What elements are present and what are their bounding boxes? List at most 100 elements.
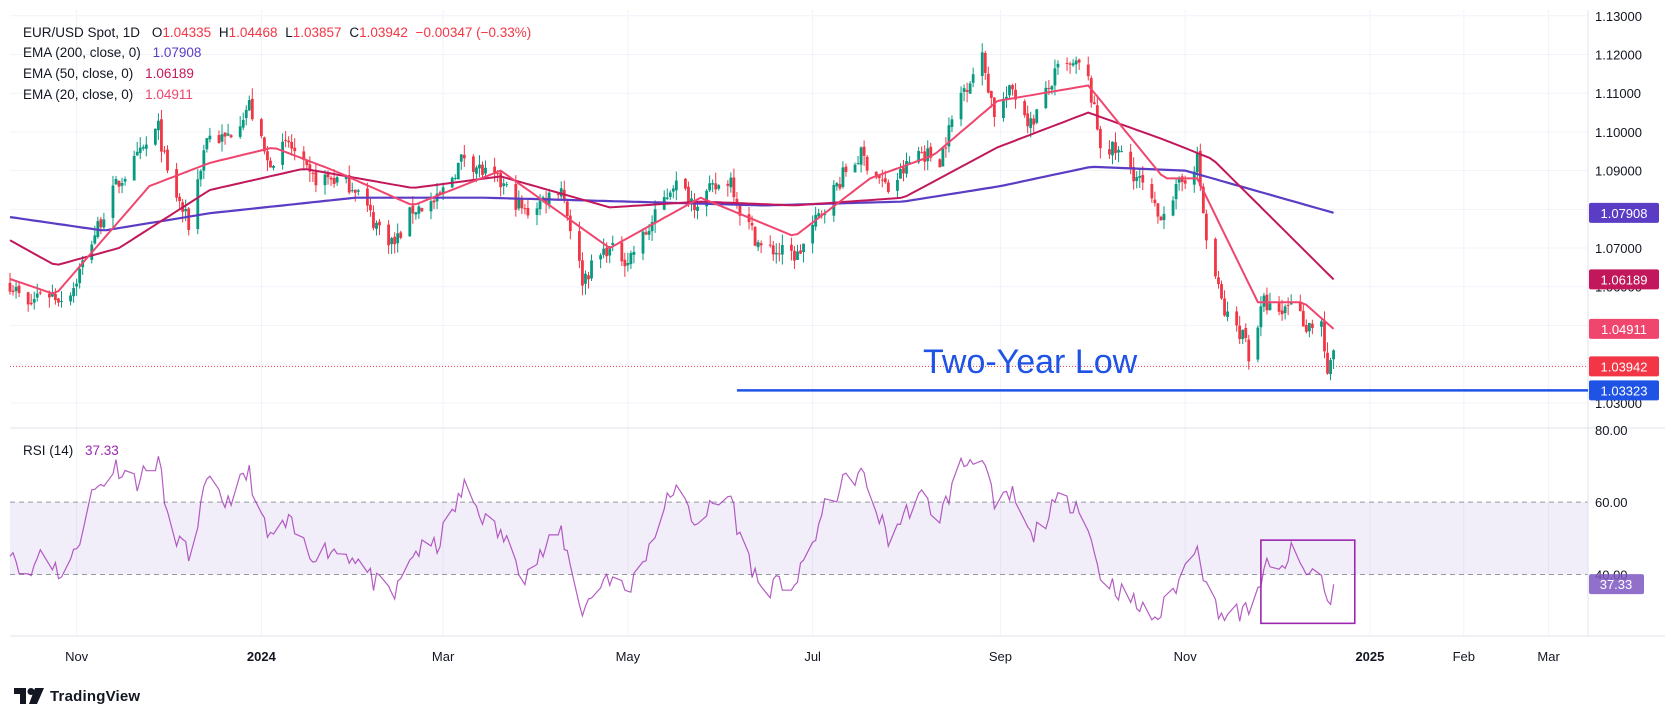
candle-body [665,197,669,199]
candle-body [229,135,233,138]
candle-body [1053,68,1057,86]
candle-body [899,169,902,179]
candle-body [17,285,21,294]
price-label-box [1589,269,1659,290]
candle-body [281,141,284,165]
candle-body [459,154,463,162]
time-tick-label: Jul [804,649,821,664]
rsi-highlight-box [1260,539,1356,625]
two-year-low-annotation: Two-Year Low [923,343,1138,381]
candle-body [1086,64,1090,77]
candle-body [1159,216,1163,221]
candle-body [1138,175,1142,178]
candle-body [1268,303,1272,311]
candle-body [356,190,360,192]
candle-body [517,199,521,209]
candle-body [187,208,191,231]
ema200-legend[interactable]: EMA (200, close, 0) 1.07908 [23,45,201,60]
candle-body [138,147,142,154]
price-tick-label: 1.13000 [1595,9,1642,24]
candle-body [693,199,696,211]
candle-body [1301,310,1305,327]
time-axis[interactable]: Nov 2024 Mar May Jul Sep Nov 2025 Feb Mar [65,649,1560,664]
candle-body [750,222,754,226]
candle-body [414,212,418,215]
candle-body [650,222,654,232]
candle-body [714,183,718,190]
candle-body [735,198,739,205]
price-tick-label: 1.11000 [1595,86,1641,101]
candlesticks[interactable] [8,43,1335,381]
candle-body [1220,284,1223,299]
candle-body [123,179,127,182]
candle-body [160,119,163,152]
candle-body [959,92,963,120]
candle-body [1135,177,1139,181]
ema20-line[interactable] [9,84,1335,330]
time-tick-label: Nov [1174,649,1198,664]
candle-body [883,178,887,183]
candle-body [708,183,712,191]
candle-body [908,162,911,164]
open-label: O [151,25,163,40]
candle-body [989,90,993,98]
candle-body [1283,306,1287,314]
candle-body [1326,352,1329,374]
candle-body [1217,277,1220,285]
candle-body [205,138,209,150]
candle-body [308,164,312,172]
rsi-legend[interactable]: RSI (14) 37.33 [23,443,119,458]
candle-body [674,180,678,191]
candle-body [799,250,802,254]
candle-body [290,142,294,149]
tradingview-logo[interactable]: TradingView [14,685,140,707]
candle-body [408,207,412,237]
candle-body [372,212,375,228]
candle-body [520,199,524,209]
candle-body [1153,199,1157,204]
rsi-value-box [1589,574,1644,595]
candle-body [1277,302,1281,312]
candle-body [1026,113,1030,127]
candle-body [111,185,115,218]
price-tick-label: 1.09000 [1595,164,1642,179]
candle-body [302,151,306,160]
candle-body [605,247,609,257]
candle-body [729,177,733,188]
candle-body [1014,89,1017,100]
candle-body [1108,149,1111,155]
candle-body [393,236,397,245]
candle-body [1032,118,1036,125]
ema50-line[interactable] [9,111,1335,281]
close-value: 1.03942 [359,25,408,40]
candle-body [523,208,527,210]
candle-body [314,171,318,186]
low-value: 1.03857 [292,25,342,40]
candle-body [1011,85,1014,90]
candle-body [632,251,636,255]
candle-body [323,174,327,186]
candle-body [980,52,984,77]
candle-body [653,209,657,223]
candle-body [153,128,157,145]
candle-body [832,184,836,216]
ema50-legend[interactable]: EMA (50, close, 0) 1.06189 [23,66,194,81]
candle-body [726,183,730,186]
candle-body [902,167,905,174]
rsi-line[interactable] [9,456,1335,622]
candle-body [475,167,478,174]
candle-body [1008,85,1011,96]
close-label: C [349,25,360,40]
candle-body [941,148,945,167]
candle-body [705,190,709,207]
ema20-legend[interactable]: EMA (20, close, 0) 1.04911 [23,87,193,102]
candle-body [1068,63,1072,65]
candle-body [78,268,82,284]
price-tick-label: 1.10000 [1595,125,1642,140]
candle-body [950,119,954,127]
candle-body [481,164,484,175]
ohlc-legend[interactable]: EUR/USD Spot, 1D O1.04335 H1.04468 L1.03… [23,25,531,40]
candle-body [1320,321,1323,327]
candle-body [790,244,793,251]
